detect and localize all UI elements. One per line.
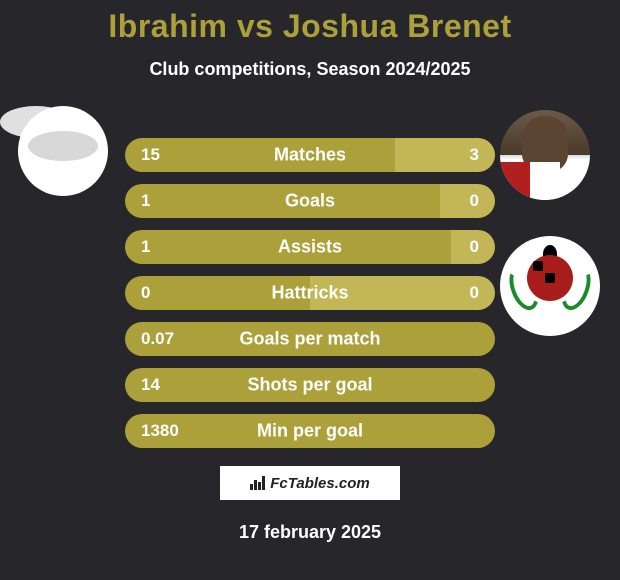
stat-bars: 153 Matches 10 Goals10 Assists 00Hattricks 0.0… xyxy=(125,138,495,448)
stat-value-right: 3 xyxy=(395,138,495,172)
brand-logo: FcTables.com xyxy=(220,466,400,500)
stat-row: 14Shots per goal xyxy=(125,368,495,402)
stat-label: Goals per match xyxy=(239,329,380,350)
player-right-avatar xyxy=(500,110,590,200)
stat-row: 10 Goals xyxy=(125,184,495,218)
stat-row: 10Assists xyxy=(125,230,495,264)
stat-row: 0.07Goals per match xyxy=(125,322,495,356)
stat-row: 00Hattricks xyxy=(125,276,495,310)
stat-value-left: 1 xyxy=(125,184,440,218)
footer-date: 17 february 2025 xyxy=(0,522,620,543)
stat-label: Matches xyxy=(274,145,346,166)
stat-label: Assists xyxy=(278,237,342,258)
page-title: Ibrahim vs Joshua Brenet xyxy=(0,0,620,45)
stat-label: Goals xyxy=(285,191,335,212)
stat-row: 153 Matches xyxy=(125,138,495,172)
stat-label: Hattricks xyxy=(271,283,348,304)
brand-text: FcTables.com xyxy=(270,475,369,492)
stat-label: Shots per goal xyxy=(247,375,372,396)
stat-label: Min per goal xyxy=(257,421,363,442)
stat-value-right: 0 xyxy=(440,184,496,218)
stat-value-right: 0 xyxy=(451,230,495,264)
stat-value-left: 15 xyxy=(125,138,395,172)
player-right-club-logo xyxy=(500,236,600,336)
comparison-content: 153 Matches 10 Goals10 Assists 00Hattricks 0.0… xyxy=(0,106,620,448)
stat-row: 1380Min per goal xyxy=(125,414,495,448)
player-left-avatar xyxy=(18,106,108,196)
page-subtitle: Club competitions, Season 2024/2025 xyxy=(0,45,620,80)
chart-icon xyxy=(250,476,266,490)
